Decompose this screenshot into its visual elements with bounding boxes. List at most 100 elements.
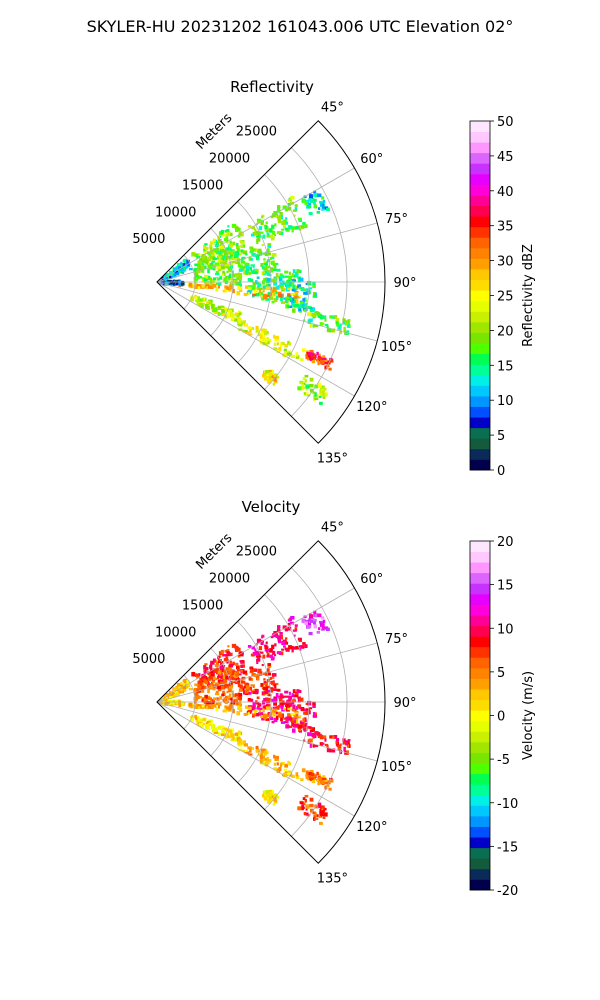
colorbar-segment — [470, 657, 490, 669]
echo-cell — [262, 761, 267, 766]
echo-cell — [221, 309, 225, 313]
echo-cell — [310, 353, 315, 357]
echo-cell — [216, 684, 221, 690]
echo-cell — [260, 328, 266, 333]
echo-cell — [322, 816, 326, 819]
echo-cell — [306, 625, 312, 629]
echo-region — [305, 349, 334, 371]
colorbar-segment — [470, 604, 490, 616]
echo-cell — [201, 285, 205, 288]
echo-cell — [283, 282, 287, 285]
echo-cell — [258, 226, 263, 231]
echo-cell — [239, 684, 243, 689]
azimuth-tick-label: 105° — [381, 760, 412, 775]
echo-cell — [244, 690, 249, 694]
echo-cell — [313, 190, 316, 193]
echo-cell — [255, 675, 259, 678]
echo-cell — [308, 631, 313, 636]
echo-cell — [235, 228, 239, 232]
echo-cell — [277, 639, 281, 642]
echo-cell — [329, 779, 334, 783]
echo-cell — [220, 661, 224, 665]
echo-cell — [312, 198, 317, 202]
echo-cell — [309, 803, 314, 808]
echo-cell — [291, 708, 294, 712]
echo-cell — [225, 667, 229, 671]
echo-cell — [248, 691, 252, 695]
echo-cell — [173, 690, 177, 694]
echo-cell — [217, 268, 222, 272]
echo-cell — [272, 673, 277, 677]
azimuth-tick-label: 45° — [321, 521, 344, 536]
echo-cell — [232, 693, 235, 698]
velocity-panel: Velocity 45°60°75°90°105°120°135°5000100… — [132, 498, 536, 899]
echo-cell — [263, 331, 267, 336]
echo-cell — [296, 705, 299, 710]
echo-cell — [203, 685, 207, 689]
echo-cell — [240, 240, 245, 244]
echo-cell — [203, 245, 207, 249]
echo-cell — [278, 277, 282, 282]
echo-cell — [251, 646, 255, 650]
echo-cell — [238, 320, 242, 324]
echo-cell — [273, 754, 276, 759]
echo-cell — [256, 657, 261, 661]
colorbar-tick-label: 15 — [497, 359, 514, 374]
echo-cell — [312, 811, 316, 815]
echo-cell — [287, 619, 290, 622]
echo-cell — [222, 270, 225, 275]
echo-cell — [238, 688, 243, 692]
echo-cell — [226, 732, 229, 738]
echo-cell — [242, 740, 246, 745]
echo-cell — [313, 204, 317, 209]
echo-cell — [288, 342, 291, 346]
azimuth-tick-label: 135° — [317, 451, 348, 466]
echo-cell — [291, 645, 294, 649]
echo-cell — [319, 394, 323, 398]
echo-cell — [238, 673, 242, 676]
echo-cell — [293, 214, 296, 217]
echo-cell — [205, 695, 208, 699]
echo-cell — [284, 270, 289, 274]
echo-cell — [291, 647, 295, 650]
colorbar-segment — [470, 131, 490, 143]
echo-cell — [322, 355, 326, 359]
echo-cell — [281, 713, 284, 718]
echo-cell — [231, 261, 236, 264]
echo-cell — [263, 261, 267, 264]
echo-cell — [309, 323, 312, 328]
echo-region — [247, 196, 308, 244]
echo-cell — [191, 672, 196, 677]
echo-cell — [288, 695, 292, 700]
echo-cell — [312, 744, 316, 748]
echo-cell — [263, 261, 269, 266]
echo-cell — [302, 619, 306, 624]
echo-cell — [291, 280, 295, 285]
echo-cell — [254, 228, 257, 231]
echo-cell — [243, 685, 247, 689]
echo-cell — [254, 648, 257, 651]
echo-cell — [280, 297, 283, 302]
echo-cell — [266, 234, 270, 238]
echo-cell — [257, 668, 262, 674]
echo-cell — [276, 629, 281, 632]
echo-region — [297, 374, 328, 405]
echo-cell — [242, 250, 248, 255]
echo-cell — [198, 265, 202, 269]
echo-cell — [314, 324, 319, 328]
echo-cell — [274, 755, 279, 760]
echo-cell — [269, 654, 274, 659]
echo-cell — [188, 282, 192, 286]
colorbar-segment — [470, 258, 490, 270]
echo-cell — [273, 268, 278, 271]
echo-cell — [317, 312, 321, 316]
colorbar-segment — [470, 847, 490, 859]
echo-cell — [326, 207, 330, 212]
echo-cell — [167, 281, 170, 284]
echo-cell — [286, 719, 289, 724]
echo-cell — [180, 700, 185, 705]
echo-cell — [309, 707, 313, 710]
echo-cell — [291, 722, 295, 727]
echo-cell — [312, 618, 317, 622]
echo-cell — [273, 767, 278, 771]
